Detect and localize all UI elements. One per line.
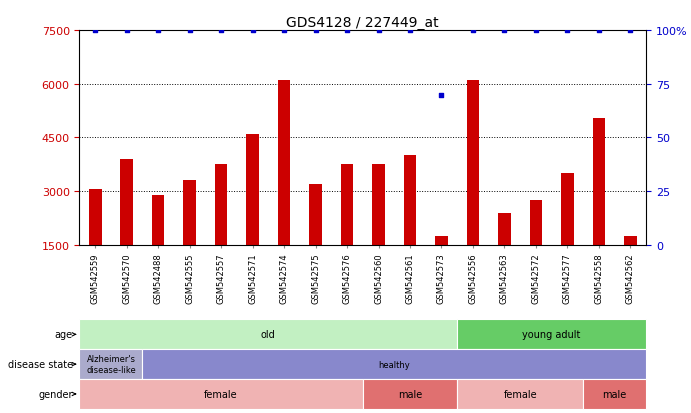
Bar (561, 174, 574, 299)
Text: healthy: healthy (379, 360, 410, 369)
Text: age: age (55, 330, 73, 339)
Point (594, 28, 605, 34)
Point (436, 92, 447, 99)
Bar (583, 379, 646, 409)
Point (499, 28, 510, 34)
Bar (498, 213, 511, 299)
Text: old: old (261, 330, 276, 339)
Point (278, 28, 290, 34)
Point (531, 28, 542, 34)
Bar (341, 165, 353, 299)
Bar (466, 81, 480, 299)
Bar (120, 159, 133, 299)
Point (90, 28, 101, 34)
Point (341, 28, 352, 34)
Text: male: male (603, 389, 627, 399)
Title: GDS4128 / 227449_at: GDS4128 / 227449_at (287, 16, 439, 30)
Bar (79, 349, 142, 379)
Text: young adult: young adult (522, 330, 581, 339)
Bar (457, 320, 646, 349)
Text: Alzheimer's
disease-like: Alzheimer's disease-like (86, 355, 136, 374)
Point (121, 28, 132, 34)
Bar (624, 236, 636, 299)
Bar (79, 320, 457, 349)
Bar (183, 181, 196, 299)
Bar (404, 156, 416, 299)
Bar (457, 379, 583, 409)
Text: disease state: disease state (8, 359, 73, 369)
Point (625, 28, 636, 34)
Bar (278, 81, 290, 299)
Point (216, 28, 227, 34)
Point (467, 28, 478, 34)
Bar (310, 185, 322, 299)
Bar (246, 135, 259, 299)
Bar (593, 119, 605, 299)
Text: female: female (503, 389, 537, 399)
Text: gender: gender (38, 389, 73, 399)
Bar (372, 165, 385, 299)
Point (310, 28, 321, 34)
Bar (89, 190, 102, 299)
Bar (142, 349, 646, 379)
Bar (435, 236, 448, 299)
Bar (363, 379, 457, 409)
Point (184, 28, 195, 34)
Point (373, 28, 384, 34)
Point (562, 28, 573, 34)
Point (404, 28, 415, 34)
Bar (529, 201, 542, 299)
Bar (215, 165, 227, 299)
Bar (79, 379, 363, 409)
Point (247, 28, 258, 34)
Point (153, 28, 164, 34)
Text: male: male (398, 389, 422, 399)
Bar (152, 195, 164, 299)
Text: female: female (205, 389, 238, 399)
